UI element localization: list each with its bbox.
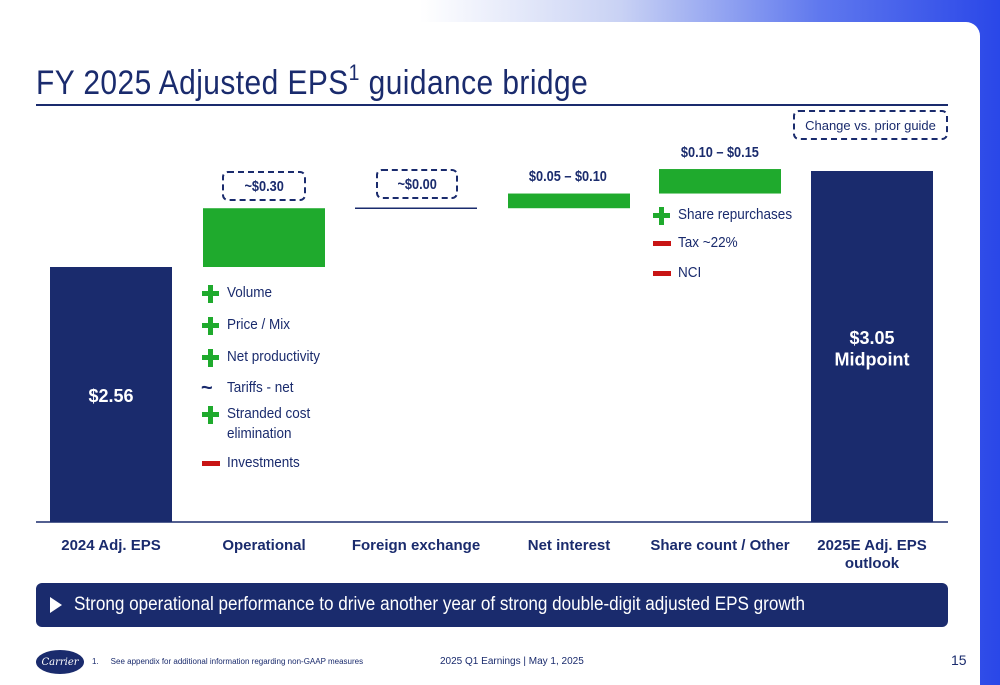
- driver-text: Price / Mix: [227, 316, 291, 333]
- title-suffix: guidance bridge: [368, 64, 589, 102]
- carrier-logo: Carrier: [36, 650, 84, 674]
- net-interest-value-label: $0.05 – $0.10: [505, 168, 631, 185]
- share-count-value-label: $0.10 – $0.15: [656, 144, 784, 161]
- net-interest-value-text: $0.05 – $0.10: [528, 168, 607, 185]
- title-rule: [36, 104, 948, 106]
- plus-icon: [652, 205, 670, 225]
- bar-net-interest: [508, 193, 630, 209]
- driver-text: Share repurchases: [678, 206, 793, 223]
- minus-icon: [652, 263, 671, 283]
- driver-text: Tax ~22%: [678, 234, 738, 251]
- x-tick-label: 2025E Adj. EPS outlook: [817, 537, 927, 572]
- fx-callout: ~$0.00: [376, 169, 458, 199]
- driver-text: Volume: [227, 284, 273, 301]
- driver-text: Net productivity: [227, 348, 321, 365]
- plus-icon: [201, 315, 219, 335]
- operational-callout-text: ~$0.30: [244, 177, 284, 195]
- x-tick-label: Net interest: [528, 537, 611, 554]
- driver-text: NCI: [678, 264, 702, 281]
- footnote-number: 1.: [92, 657, 99, 666]
- page-number: 15: [951, 652, 967, 668]
- bar-2025e-adj-eps-outlook: [811, 171, 933, 522]
- footnote: 1. See appendix for additional informatio…: [92, 657, 363, 666]
- footer-center-text: 2025 Q1 Earnings | May 1, 2025: [440, 656, 584, 667]
- plus-icon: [201, 404, 219, 424]
- driver-text: Investments: [227, 454, 300, 471]
- plus-icon: [201, 283, 219, 303]
- tilde-icon: ~: [201, 377, 213, 399]
- operational-callout: ~$0.30: [222, 171, 306, 201]
- x-tick-label: Share count / Other: [650, 537, 789, 554]
- bar-share-count-other: [659, 169, 781, 194]
- minus-icon: [652, 233, 671, 253]
- title-text: FY 2025 Adjusted EPS: [36, 64, 349, 102]
- summary-banner: Strong operational performance to drive …: [36, 583, 948, 627]
- driver-text: Tariffs - net: [227, 379, 294, 396]
- driver-text: Stranded cost elimination: [227, 405, 311, 442]
- bar-operational: [203, 208, 325, 267]
- footnote-text: See appendix for additional information …: [110, 657, 364, 666]
- title-footnote-marker: 1: [348, 60, 360, 85]
- fx-callout-text: ~$0.00: [397, 175, 437, 193]
- bar-2024-adj-eps: [50, 267, 172, 522]
- x-tick-label: Foreign exchange: [352, 537, 480, 554]
- share-count-value-text: $0.10 – $0.15: [680, 144, 759, 161]
- x-tick-label: Operational: [222, 537, 305, 554]
- x-tick-label: 2024 Adj. EPS: [61, 537, 161, 554]
- banner-text: Strong operational performance to drive …: [74, 594, 805, 615]
- bar-label-2025e: $3.05 Midpoint: [835, 328, 910, 370]
- change-vs-prior-guide-box: Change vs. prior guide: [793, 110, 948, 140]
- bar-label-2024: $2.56: [88, 386, 133, 406]
- plus-icon: [201, 347, 219, 367]
- play-arrow-icon: [50, 597, 62, 613]
- page-title: FY 2025 Adjusted EPS1 guidance bridge: [36, 60, 588, 103]
- minus-icon: [201, 453, 220, 473]
